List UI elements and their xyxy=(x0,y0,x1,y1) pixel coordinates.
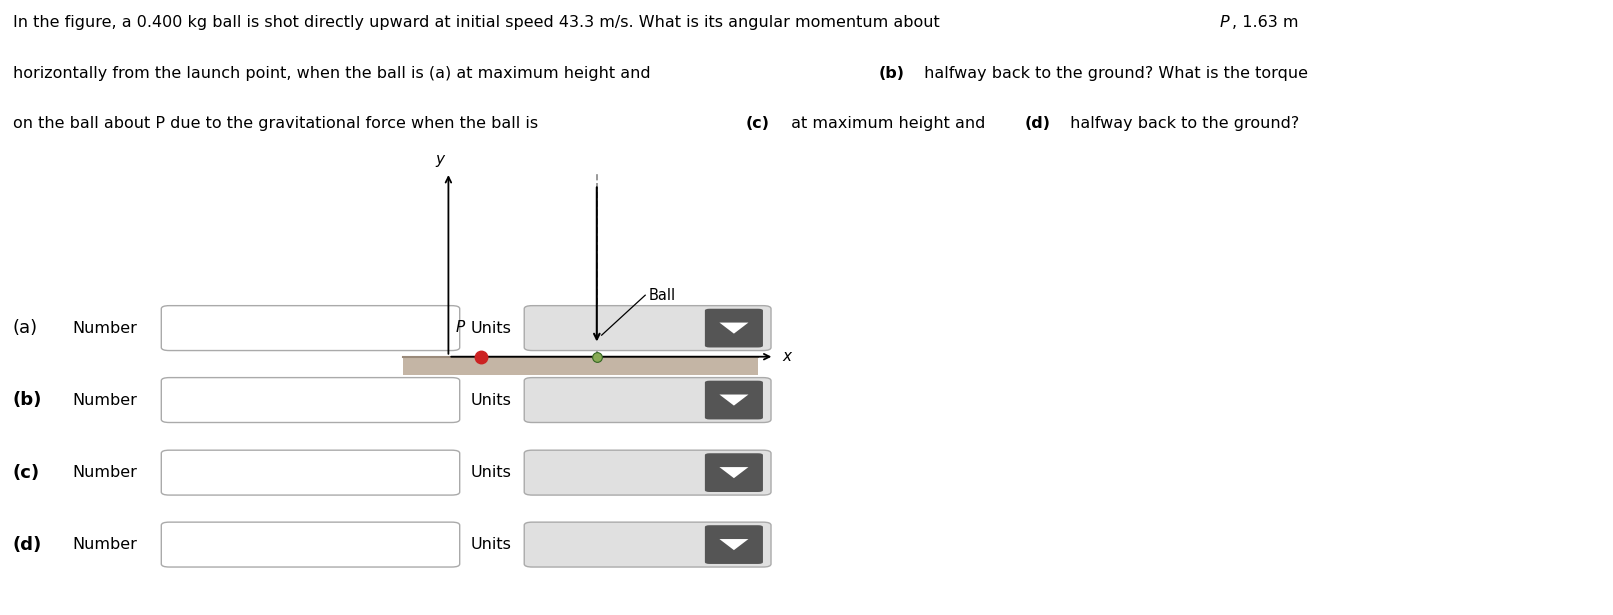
Text: Number: Number xyxy=(73,465,137,480)
Text: Number: Number xyxy=(73,537,137,552)
Text: Units: Units xyxy=(471,465,511,480)
Text: Units: Units xyxy=(471,392,511,408)
Text: In the figure, a 0.400 kg ball is shot directly upward at initial speed 43.3 m/s: In the figure, a 0.400 kg ball is shot d… xyxy=(13,15,945,30)
Text: , 1.63 m: , 1.63 m xyxy=(1232,15,1298,30)
Text: P: P xyxy=(455,320,465,335)
Text: (a): (a) xyxy=(13,319,39,337)
Text: (c): (c) xyxy=(13,464,40,482)
Polygon shape xyxy=(719,322,748,333)
Polygon shape xyxy=(719,467,748,478)
Text: Units: Units xyxy=(471,537,511,552)
Polygon shape xyxy=(719,539,748,550)
FancyBboxPatch shape xyxy=(161,378,460,423)
FancyBboxPatch shape xyxy=(403,357,758,375)
FancyBboxPatch shape xyxy=(524,306,771,351)
Text: Units: Units xyxy=(471,320,511,336)
Text: (c): (c) xyxy=(745,116,769,131)
FancyBboxPatch shape xyxy=(524,450,771,495)
FancyBboxPatch shape xyxy=(524,378,771,423)
FancyBboxPatch shape xyxy=(524,522,771,567)
Text: (d): (d) xyxy=(1024,116,1050,131)
Text: on the ball about P due to the gravitational force when the ball is: on the ball about P due to the gravitati… xyxy=(13,116,544,131)
Text: Number: Number xyxy=(73,320,137,336)
Text: x: x xyxy=(782,349,792,364)
Text: halfway back to the ground?: halfway back to the ground? xyxy=(1065,116,1298,131)
FancyBboxPatch shape xyxy=(161,450,460,495)
Text: y: y xyxy=(436,153,445,167)
Text: horizontally from the launch point, when the ball is (a) at maximum height and: horizontally from the launch point, when… xyxy=(13,66,655,81)
Text: (b): (b) xyxy=(13,391,42,409)
Text: Number: Number xyxy=(73,392,137,408)
FancyBboxPatch shape xyxy=(161,306,460,351)
Text: halfway back to the ground? What is the torque: halfway back to the ground? What is the … xyxy=(919,66,1308,81)
Text: (d): (d) xyxy=(13,536,42,554)
Text: P: P xyxy=(1219,15,1229,30)
FancyBboxPatch shape xyxy=(705,309,763,347)
FancyBboxPatch shape xyxy=(161,522,460,567)
Polygon shape xyxy=(719,395,748,406)
FancyBboxPatch shape xyxy=(705,381,763,419)
FancyBboxPatch shape xyxy=(705,453,763,492)
Text: Ball: Ball xyxy=(648,288,676,303)
Text: at maximum height and: at maximum height and xyxy=(786,116,990,131)
FancyBboxPatch shape xyxy=(705,525,763,564)
Text: (b): (b) xyxy=(879,66,905,81)
